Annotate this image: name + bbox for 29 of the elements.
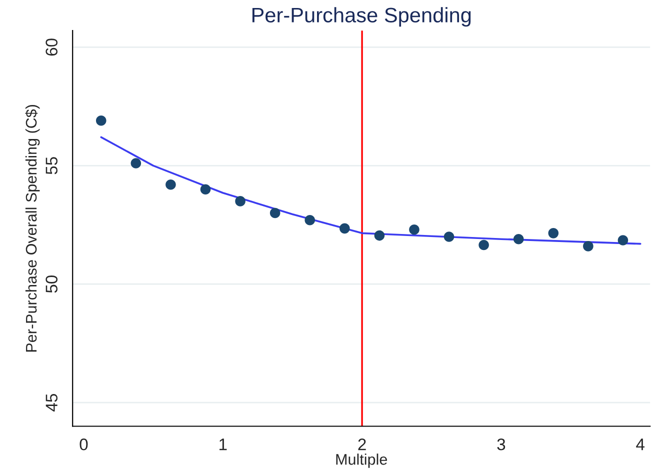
x-tick-label: 1: [220, 438, 227, 450]
point: [235, 196, 246, 206]
point: [409, 224, 420, 235]
chart-title: Per-Purchase Spending: [252, 7, 471, 27]
point: [340, 223, 350, 234]
y-tick-label: 45: [46, 394, 58, 412]
point: [130, 158, 142, 168]
point: [548, 228, 559, 238]
line-series: [100, 136, 642, 245]
x-tick-label: 0: [80, 438, 88, 450]
y-axis-title: Per-Purchase Overall Spending (C$): [25, 104, 40, 352]
point: [200, 184, 211, 194]
point: [618, 235, 628, 246]
point: [304, 214, 316, 226]
point: [444, 232, 454, 242]
point: [96, 115, 106, 126]
y-tick-label: 55: [46, 157, 58, 174]
x-axis-title: Multiple: [336, 454, 387, 468]
point: [270, 208, 280, 218]
point: [478, 240, 489, 250]
y-tick-label: 60: [46, 38, 58, 56]
y-tick-label: 50: [46, 275, 58, 293]
point: [513, 234, 524, 244]
point: [166, 179, 176, 190]
point: [374, 230, 385, 241]
x-tick-label: 2: [358, 438, 366, 450]
point: [583, 241, 594, 252]
x-tick-label: 4: [636, 438, 645, 450]
x-tick-label: 3: [497, 438, 506, 450]
